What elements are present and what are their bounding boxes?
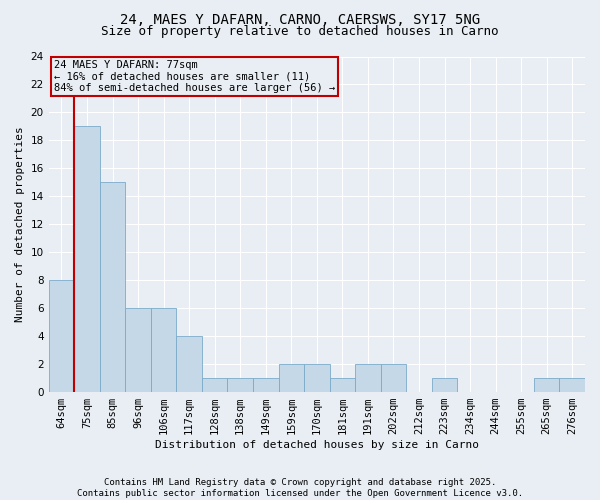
Bar bbox=[278, 364, 304, 392]
Bar bbox=[329, 378, 355, 392]
Bar bbox=[432, 378, 457, 392]
Bar bbox=[559, 378, 585, 392]
Bar bbox=[176, 336, 202, 392]
Bar bbox=[151, 308, 176, 392]
Bar bbox=[227, 378, 253, 392]
Bar bbox=[74, 126, 100, 392]
Y-axis label: Number of detached properties: Number of detached properties bbox=[15, 126, 25, 322]
Bar bbox=[125, 308, 151, 392]
Bar bbox=[355, 364, 380, 392]
X-axis label: Distribution of detached houses by size in Carno: Distribution of detached houses by size … bbox=[155, 440, 479, 450]
Bar bbox=[202, 378, 227, 392]
Text: Size of property relative to detached houses in Carno: Size of property relative to detached ho… bbox=[101, 25, 499, 38]
Bar bbox=[304, 364, 329, 392]
Bar bbox=[534, 378, 559, 392]
Text: Contains HM Land Registry data © Crown copyright and database right 2025.
Contai: Contains HM Land Registry data © Crown c… bbox=[77, 478, 523, 498]
Text: 24 MAES Y DAFARN: 77sqm
← 16% of detached houses are smaller (11)
84% of semi-de: 24 MAES Y DAFARN: 77sqm ← 16% of detache… bbox=[54, 60, 335, 93]
Bar bbox=[253, 378, 278, 392]
Bar bbox=[100, 182, 125, 392]
Text: 24, MAES Y DAFARN, CARNO, CAERSWS, SY17 5NG: 24, MAES Y DAFARN, CARNO, CAERSWS, SY17 … bbox=[120, 12, 480, 26]
Bar bbox=[380, 364, 406, 392]
Bar bbox=[49, 280, 74, 392]
